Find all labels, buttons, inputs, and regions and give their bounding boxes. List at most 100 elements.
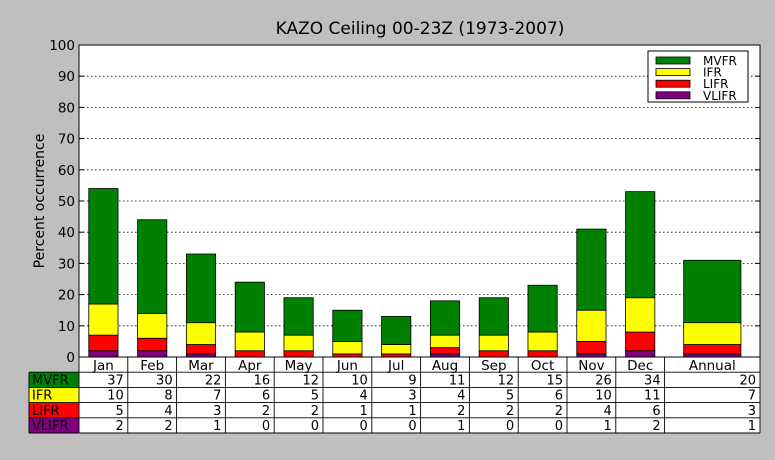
bar-annual-ifr <box>683 322 742 345</box>
bar-sep-ifr <box>478 334 509 352</box>
x-category-label-jan: Jan <box>92 358 114 374</box>
bar-may-mvfr <box>283 297 314 336</box>
legend-label-lifr: LIFR <box>703 77 728 91</box>
chart-title: KAZO Ceiling 00-23Z (1973-2007) <box>276 19 565 39</box>
y-tick-label-0: 0 <box>66 350 75 366</box>
y-tick-label-40: 40 <box>58 225 75 241</box>
bar-annual-mvfr <box>683 259 742 324</box>
bar-sep-mvfr <box>478 297 509 336</box>
legend-label-ifr: IFR <box>703 66 722 80</box>
bar-jan-lifr <box>88 334 119 352</box>
legend-label-vlifr: VLIFR <box>703 89 737 103</box>
x-category-label-apr: Apr <box>238 358 262 374</box>
table-cell-lifr-may: 2 <box>311 404 319 419</box>
bar-aug-ifr <box>429 334 461 349</box>
x-category-label-dec: Dec <box>627 358 653 374</box>
bar-apr-lifr <box>234 350 265 358</box>
table-cell-vlifr-may: 0 <box>311 419 319 434</box>
table-cell-ifr-nov: 10 <box>595 389 612 404</box>
table-cell-mvfr-nov: 26 <box>595 373 612 388</box>
bar-mar-ifr <box>185 322 217 345</box>
y-tick-label-20: 20 <box>58 288 75 304</box>
legend-label-mvfr: MVFR <box>703 54 737 68</box>
bar-jun-mvfr <box>332 309 363 342</box>
bar-dec-vlifr <box>625 350 656 358</box>
y-tick-label-10: 10 <box>58 319 75 335</box>
table-cell-vlifr-apr: 0 <box>262 419 270 434</box>
table-cell-vlifr-jan: 2 <box>116 419 124 434</box>
table-row-header-mvfr <box>29 372 79 388</box>
bar-dec-lifr <box>625 331 656 352</box>
table-cell-lifr-jun: 1 <box>360 404 368 419</box>
table-cell-ifr-dec: 11 <box>644 389 661 404</box>
legend-swatch-lifr <box>655 79 691 88</box>
y-tick-label-50: 50 <box>58 194 75 210</box>
table-cell-ifr-apr: 6 <box>262 389 270 404</box>
table-cell-mvfr-jul: 9 <box>408 373 416 388</box>
table-cell-lifr-sep: 2 <box>506 404 514 419</box>
table-cell-vlifr-aug: 1 <box>457 419 465 434</box>
x-category-label-jul: Jul <box>387 358 404 374</box>
table-cell-mvfr-aug: 11 <box>449 373 466 388</box>
x-category-label-sep: Sep <box>481 358 506 374</box>
legend-swatch-mvfr <box>655 56 691 65</box>
bar-jul-mvfr <box>381 316 412 345</box>
table-cell-vlifr-dec: 2 <box>652 419 660 434</box>
table-cell-lifr-nov: 4 <box>604 404 612 419</box>
table-cell-vlifr-oct: 0 <box>555 419 563 434</box>
table-cell-vlifr-jun: 0 <box>360 419 368 434</box>
x-category-label-oct: Oct <box>531 358 554 374</box>
bar-oct-ifr <box>527 331 558 352</box>
bar-feb-ifr <box>137 312 168 339</box>
table-cell-vlifr-feb: 2 <box>164 419 172 434</box>
bars-group <box>88 188 742 358</box>
table-row-label-lifr: LIFR <box>32 404 60 419</box>
table-row-label-ifr: IFR <box>32 389 52 404</box>
table-cell-vlifr-annual: 1 <box>748 419 756 434</box>
table-cell-ifr-annual: 7 <box>748 389 756 404</box>
bar-may-lifr <box>283 350 314 358</box>
y-tick-label-60: 60 <box>58 163 75 179</box>
bar-nov-lifr <box>576 340 607 355</box>
table-cell-lifr-jan: 5 <box>116 404 124 419</box>
y-tick-label-90: 90 <box>58 69 75 85</box>
x-category-label-mar: Mar <box>188 358 214 374</box>
bar-nov-ifr <box>576 309 607 342</box>
table-cell-ifr-jun: 4 <box>360 389 368 404</box>
legend-swatch-vlifr <box>655 91 691 100</box>
table-row-header-ifr <box>29 387 79 403</box>
table-cell-lifr-oct: 2 <box>555 404 563 419</box>
table-cell-ifr-jan: 10 <box>107 389 124 404</box>
table-cell-mvfr-sep: 12 <box>498 373 515 388</box>
legend-swatch-ifr <box>655 68 691 76</box>
table-cell-vlifr-nov: 1 <box>604 419 612 434</box>
y-tick-label-30: 30 <box>58 256 75 272</box>
table-cell-lifr-dec: 6 <box>652 404 660 419</box>
x-category-label-feb: Feb <box>140 358 164 374</box>
bar-jan-vlifr <box>88 350 119 358</box>
table-row-header-lifr <box>29 402 79 418</box>
bar-jul-ifr <box>381 344 412 355</box>
x-category-label-may: May <box>285 358 313 374</box>
table-cell-lifr-apr: 2 <box>262 404 270 419</box>
bar-dec-ifr <box>625 297 656 333</box>
bar-oct-lifr <box>527 350 558 358</box>
bar-annual-lifr <box>683 344 742 355</box>
bar-feb-vlifr <box>137 350 168 358</box>
table-row-label-mvfr: MVFR <box>32 373 69 388</box>
table-cell-mvfr-oct: 15 <box>546 373 563 388</box>
table-cell-lifr-feb: 4 <box>164 404 172 419</box>
table-cell-mvfr-annual: 20 <box>739 373 756 388</box>
table-cell-vlifr-mar: 1 <box>213 419 221 434</box>
table-cell-mvfr-dec: 34 <box>644 373 661 388</box>
table-cell-ifr-may: 5 <box>311 389 319 404</box>
table-cell-mvfr-may: 12 <box>302 373 319 388</box>
table-cell-lifr-jul: 1 <box>408 404 416 419</box>
bar-nov-mvfr <box>576 228 607 311</box>
table-cell-mvfr-jun: 10 <box>351 373 368 388</box>
bar-feb-mvfr <box>137 219 168 314</box>
bar-sep-lifr <box>478 350 509 358</box>
